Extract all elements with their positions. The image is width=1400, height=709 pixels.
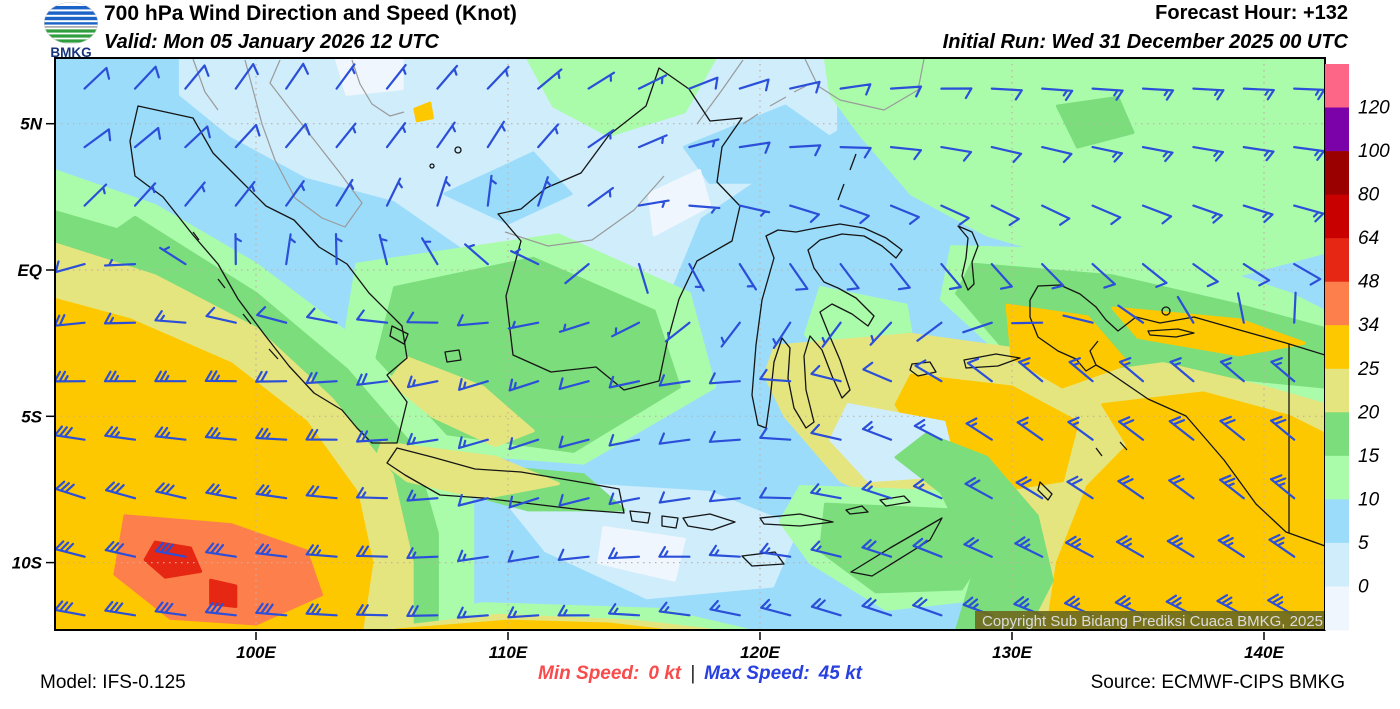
wind-barbs bbox=[55, 62, 1325, 619]
colorbar-label-120: 120 bbox=[1358, 98, 1390, 119]
speed-region-veryPale-5 bbox=[647, 169, 712, 237]
wind-speed-colorbar: 120 100 80 64 48 34 25 20 15 10 5 0 bbox=[1325, 64, 1390, 631]
colorbar-segment-5 bbox=[1325, 281, 1349, 326]
bmkg-logo: BMKG bbox=[42, 1, 100, 66]
min-speed-value: 0 kt bbox=[648, 663, 682, 684]
coastline-sangihe bbox=[837, 153, 857, 201]
colorbar-segment-0 bbox=[1325, 64, 1349, 108]
colorbar-label-20: 20 bbox=[1357, 402, 1380, 423]
colorbar-segment-8 bbox=[1325, 412, 1349, 457]
coastline-tanimbar-kai bbox=[1037, 441, 1128, 501]
colorbar-label-0: 0 bbox=[1358, 577, 1369, 598]
coastline-natuna bbox=[454, 146, 462, 154]
coastline-malay-peninsula bbox=[244, 59, 363, 228]
coastline-timor bbox=[850, 517, 943, 577]
map-axes: 100E 110E 120E 130E 140E 5N EQ 5S 10S bbox=[12, 115, 1285, 662]
colorbar-segment-4 bbox=[1325, 238, 1349, 283]
page-title: 700 hPa Wind Direction and Speed (Knot) bbox=[104, 2, 517, 25]
y-axis-label-EQ: EQ bbox=[17, 261, 42, 280]
colorbar-label-15: 15 bbox=[1358, 446, 1380, 467]
colorbar-label-10: 10 bbox=[1358, 489, 1380, 510]
coastline-halmahera bbox=[957, 225, 979, 291]
copyright-background bbox=[975, 611, 1325, 631]
x-axis-label-110E: 110E bbox=[489, 643, 528, 662]
y-axis-label-5S: 5S bbox=[21, 407, 42, 426]
coastline-anambas bbox=[429, 163, 435, 169]
colorbar-label-48: 48 bbox=[1358, 272, 1380, 293]
border-kalimantan bbox=[504, 175, 665, 247]
speed-region-orangeRed-40 bbox=[209, 578, 238, 608]
colorbar-segment-1 bbox=[1325, 107, 1349, 152]
x-axis-label-120E: 120E bbox=[740, 643, 780, 662]
coastline-biak bbox=[1161, 306, 1171, 316]
coastline-indochina bbox=[192, 58, 405, 117]
x-axis-label-130E: 130E bbox=[992, 643, 1032, 662]
coastline-sumatra bbox=[129, 105, 408, 444]
x-axis-label-100E: 100E bbox=[236, 643, 276, 662]
forecast-hour: Forecast Hour: +132 bbox=[1155, 2, 1348, 24]
y-axis-label-5N: 5N bbox=[20, 115, 42, 134]
copyright-text: Copyright Sub Bidang Prediksi Cuaca BMKG… bbox=[982, 613, 1323, 630]
wind-barbs-layer bbox=[55, 62, 1325, 619]
x-axis-label-140E: 140E bbox=[1244, 643, 1284, 662]
colorbar-segment-3 bbox=[1325, 194, 1349, 239]
coastline-sulawesi bbox=[751, 223, 903, 429]
coastline-palawan bbox=[696, 59, 744, 125]
colorbar-label-5: 5 bbox=[1358, 533, 1369, 554]
colorbar-segment-12 bbox=[1325, 586, 1349, 631]
colorbar-label-100: 100 bbox=[1358, 141, 1390, 162]
coastline-lesser-sunda bbox=[629, 495, 911, 567]
min-speed-label: Min Speed: bbox=[538, 663, 640, 684]
colorbar-label-34: 34 bbox=[1358, 315, 1379, 336]
speed-region-lightGreen-7 bbox=[526, 58, 717, 137]
colorbar-segment-2 bbox=[1325, 151, 1349, 195]
copyright-overlay: Copyright Sub Bidang Prediksi Cuaca BMKG… bbox=[975, 611, 1325, 631]
colorbar-segment-9 bbox=[1325, 455, 1349, 500]
colorbar-label-80: 80 bbox=[1358, 185, 1380, 206]
speed-region-gold-30 bbox=[1111, 306, 1306, 357]
max-speed-label: Max Speed: bbox=[704, 663, 810, 684]
initial-run: Initial Run: Wed 31 December 2025 00 UTC bbox=[942, 31, 1348, 53]
coastline-mentawai bbox=[192, 231, 279, 360]
colorbar-label-25: 25 bbox=[1357, 359, 1380, 380]
coastline-sulu-islands bbox=[742, 85, 807, 125]
coastline-mindanao bbox=[804, 58, 925, 111]
coastline-papua bbox=[1029, 284, 1325, 547]
source-label: Source: ECMWF-CIPS BMKG bbox=[1090, 672, 1345, 693]
colorbar-segment-7 bbox=[1325, 368, 1349, 413]
min-max-divider: | bbox=[690, 663, 696, 684]
min-max-speed: Min Speed: 0 kt | Max Speed: 45 kt bbox=[538, 663, 862, 685]
coastlines bbox=[129, 58, 1325, 577]
speed-region-veryPale-34 bbox=[597, 526, 686, 582]
coastline-seram-buru bbox=[909, 353, 1021, 377]
colorbar-segment-11 bbox=[1325, 542, 1349, 587]
colorbar-segment-10 bbox=[1325, 499, 1349, 544]
coastline-bangka-belitung bbox=[389, 325, 462, 363]
colorbar-segment-6 bbox=[1325, 325, 1349, 370]
max-speed-value: 45 kt bbox=[818, 663, 862, 684]
colorbar-label-64: 64 bbox=[1358, 228, 1379, 249]
speed-region-gold-32 bbox=[413, 101, 434, 123]
y-axis-label-10S: 10S bbox=[12, 554, 43, 573]
bmkg-logo-icon bbox=[44, 2, 98, 44]
bmkg-logo-text: BMKG bbox=[50, 45, 91, 60]
coastline-java bbox=[386, 447, 625, 514]
valid-time: Valid: Mon 05 January 2026 12 UTC bbox=[104, 31, 439, 53]
speed-region-lightBlue-2 bbox=[443, 151, 573, 225]
speed-region-green-17 bbox=[1055, 95, 1135, 149]
speed-region-khaki-21 bbox=[388, 356, 535, 448]
model-label: Model: IFS-0.125 bbox=[40, 672, 186, 693]
